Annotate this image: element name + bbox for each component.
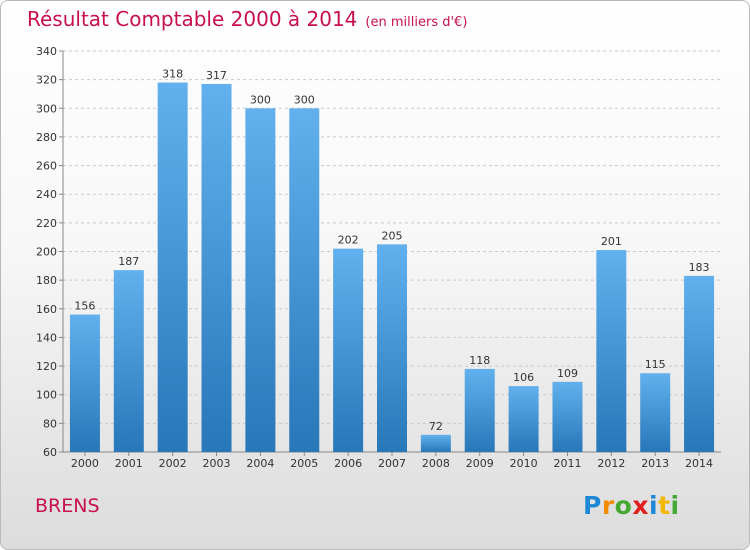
bar-value-label: 118 — [469, 354, 490, 367]
x-tick-label: 2009 — [466, 457, 494, 470]
bar-value-label: 115 — [645, 358, 666, 371]
bar — [69, 314, 100, 452]
y-tick-label: 120 — [36, 360, 57, 373]
bar-value-label: 156 — [74, 300, 95, 313]
proxiti-logo: Proxiti — [583, 491, 680, 520]
logo-letter: r — [601, 491, 615, 520]
bar — [684, 275, 715, 452]
y-tick-label: 320 — [36, 74, 57, 87]
commune-name: BRENS — [35, 495, 100, 517]
y-tick-label: 300 — [36, 102, 57, 115]
x-tick-label: 2006 — [334, 457, 362, 470]
bar-value-label: 300 — [294, 93, 315, 106]
bar — [508, 386, 539, 452]
bar — [333, 248, 364, 452]
y-tick-label: 180 — [36, 274, 57, 287]
x-tick-label: 2000 — [71, 457, 99, 470]
bar-value-label: 183 — [689, 261, 710, 274]
bar — [640, 373, 671, 452]
y-tick-label: 160 — [36, 303, 57, 316]
chart-title-text: Résultat Comptable 2000 à 2014 — [27, 7, 358, 31]
bar-value-label: 106 — [513, 371, 534, 384]
y-tick-label: 60 — [43, 446, 57, 459]
logo-letter: P — [583, 491, 602, 520]
logo-letter: x — [632, 491, 649, 520]
x-tick-label: 2012 — [597, 457, 625, 470]
y-tick-label: 240 — [36, 188, 57, 201]
bar — [113, 270, 144, 452]
y-tick-label: 220 — [36, 217, 57, 230]
bar — [289, 108, 320, 453]
x-tick-label: 2005 — [290, 457, 318, 470]
y-tick-label: 100 — [36, 389, 57, 402]
x-tick-label: 2001 — [115, 457, 143, 470]
x-tick-label: 2002 — [159, 457, 187, 470]
x-tick-label: 2004 — [246, 457, 274, 470]
y-tick-label: 340 — [36, 45, 57, 58]
logo-letter: i — [649, 491, 659, 520]
bar — [552, 381, 583, 452]
y-tick-label: 280 — [36, 131, 57, 144]
x-tick-label: 2007 — [378, 457, 406, 470]
bar — [201, 83, 232, 453]
logo-letter: i — [670, 491, 680, 520]
bar-value-label: 317 — [206, 69, 227, 82]
bar-value-label: 318 — [162, 68, 183, 81]
bar-value-label: 201 — [601, 235, 622, 248]
bar-value-label: 187 — [118, 255, 139, 268]
x-tick-label: 2014 — [685, 457, 713, 470]
x-tick-label: 2008 — [422, 457, 450, 470]
chart-subtitle: (en milliers d'€) — [365, 15, 468, 30]
x-tick-label: 2003 — [203, 457, 231, 470]
bar — [377, 244, 407, 452]
bar — [420, 434, 451, 452]
y-tick-label: 200 — [36, 246, 57, 259]
logo-letter: o — [614, 491, 633, 520]
x-tick-label: 2011 — [553, 457, 581, 470]
bar — [157, 82, 188, 452]
bar — [245, 108, 276, 453]
bar-value-label: 205 — [382, 229, 403, 242]
bar-value-label: 202 — [338, 234, 359, 247]
x-tick-label: 2013 — [641, 457, 669, 470]
y-tick-label: 260 — [36, 160, 57, 173]
bar — [596, 250, 627, 452]
chart-title: Résultat Comptable 2000 à 2014 (en millie… — [27, 7, 467, 31]
bar — [464, 368, 495, 452]
bar-value-label: 300 — [250, 93, 271, 106]
y-tick-label: 140 — [36, 331, 57, 344]
bar-value-label: 109 — [557, 367, 578, 380]
bar-value-label: 72 — [429, 420, 443, 433]
y-tick-label: 80 — [43, 417, 57, 430]
logo-letter: t — [658, 491, 671, 520]
x-tick-label: 2010 — [510, 457, 538, 470]
